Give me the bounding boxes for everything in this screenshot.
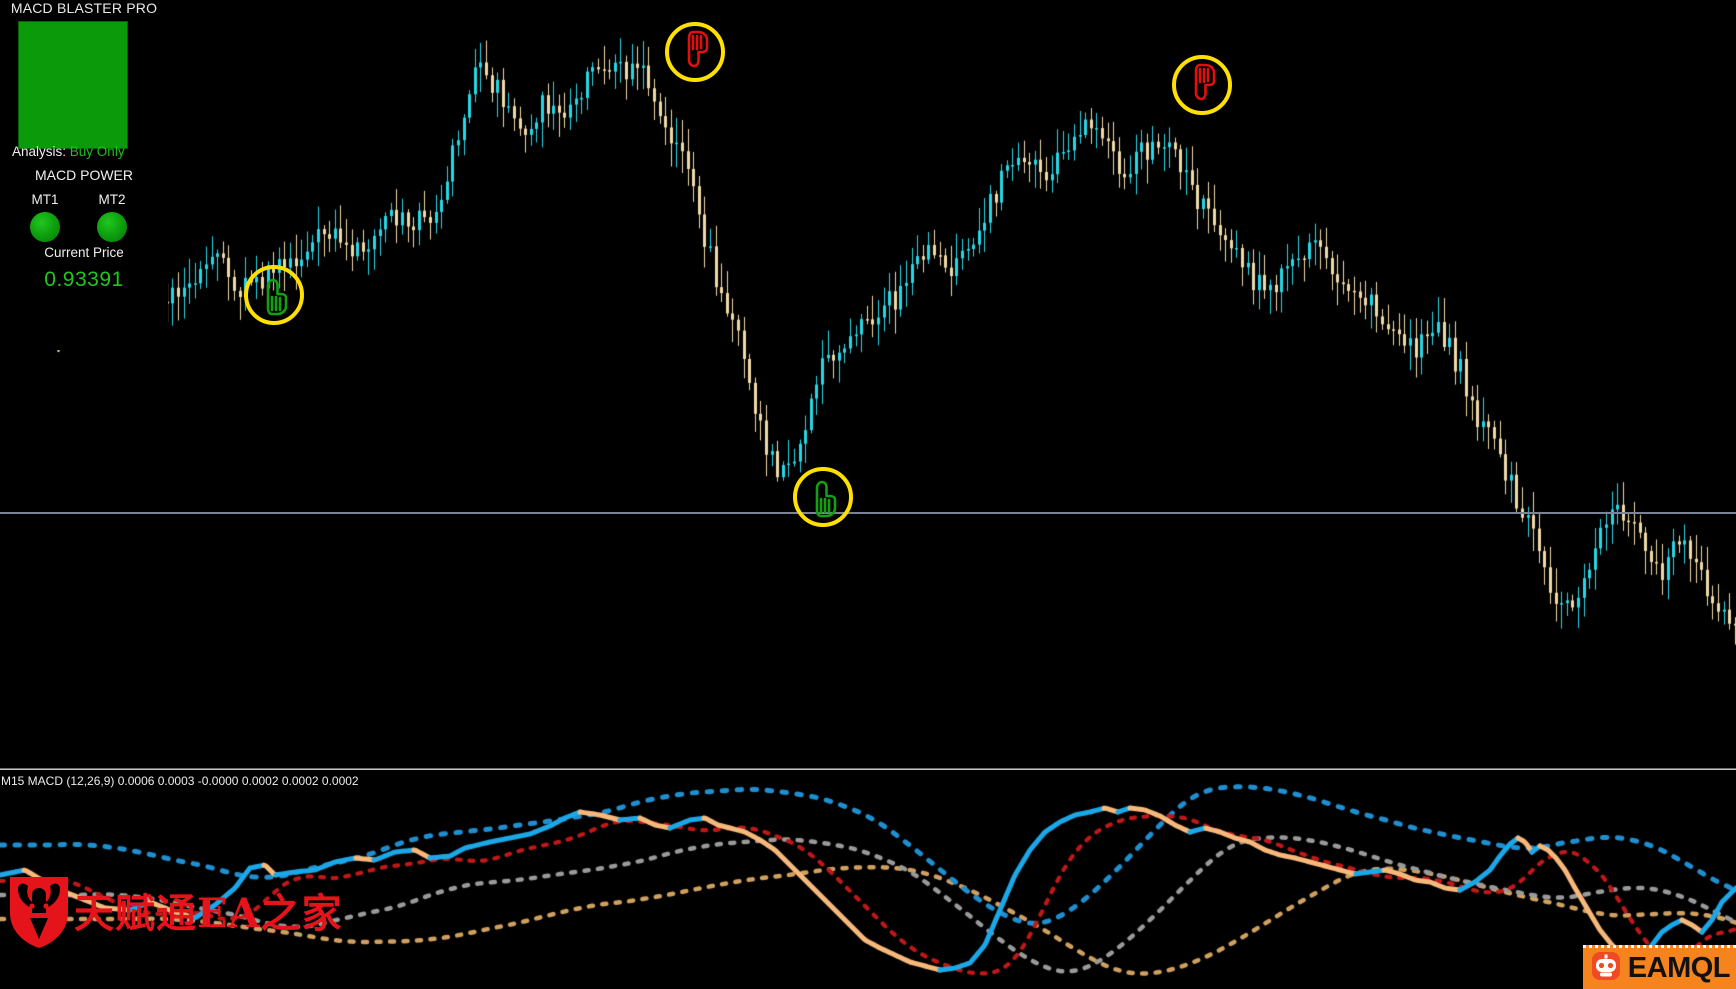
mt1-status-led: [30, 212, 60, 242]
macd-blaster-pro-panel[interactable]: MACD BLASTER PRO Analysis: Buy Only MACD…: [0, 0, 168, 350]
macd-indicator-pane[interactable]: M15 MACD (12,26,9) 0.0006 0.0003 -0.0000…: [0, 770, 1736, 989]
macd-line-series: [0, 770, 1736, 989]
current-price-label: Current Price: [44, 245, 124, 260]
macd-power-label: MACD POWER: [35, 167, 133, 183]
mt2-status-led: [97, 212, 127, 242]
bull-head-shield-icon: [8, 873, 70, 954]
analysis-label: Analysis:: [12, 144, 67, 159]
buy-signal-2: [793, 467, 853, 527]
sell-signal-1: [665, 22, 725, 82]
buy-signal-1: [244, 265, 304, 325]
current-price-value: 0.93391: [44, 268, 124, 291]
eamql-text: EAMQL: [1627, 952, 1731, 984]
analysis-value: Buy Only: [69, 144, 125, 159]
watermark: 天赋通EA之家: [8, 873, 343, 954]
macd-indicator-label: M15 MACD (12,26,9) 0.0006 0.0003 -0.0000…: [1, 774, 359, 788]
analysis-row: Analysis: Buy Only: [12, 144, 172, 159]
current-price-level-line: [0, 512, 1736, 514]
mt1-label: MT1: [31, 192, 59, 207]
mt2-label: MT2: [98, 192, 126, 207]
eamql-badge[interactable]: EAMQL: [1582, 945, 1736, 989]
watermark-text: 天赋通EA之家: [74, 889, 343, 937]
sell-signal-2: [1172, 55, 1232, 115]
signal-status-box: [18, 21, 128, 149]
candlestick-series: [0, 0, 1736, 770]
price-chart-pane[interactable]: [0, 0, 1736, 770]
robot-head-icon: [1591, 951, 1621, 986]
panel-title: MACD BLASTER PRO: [10, 0, 158, 16]
